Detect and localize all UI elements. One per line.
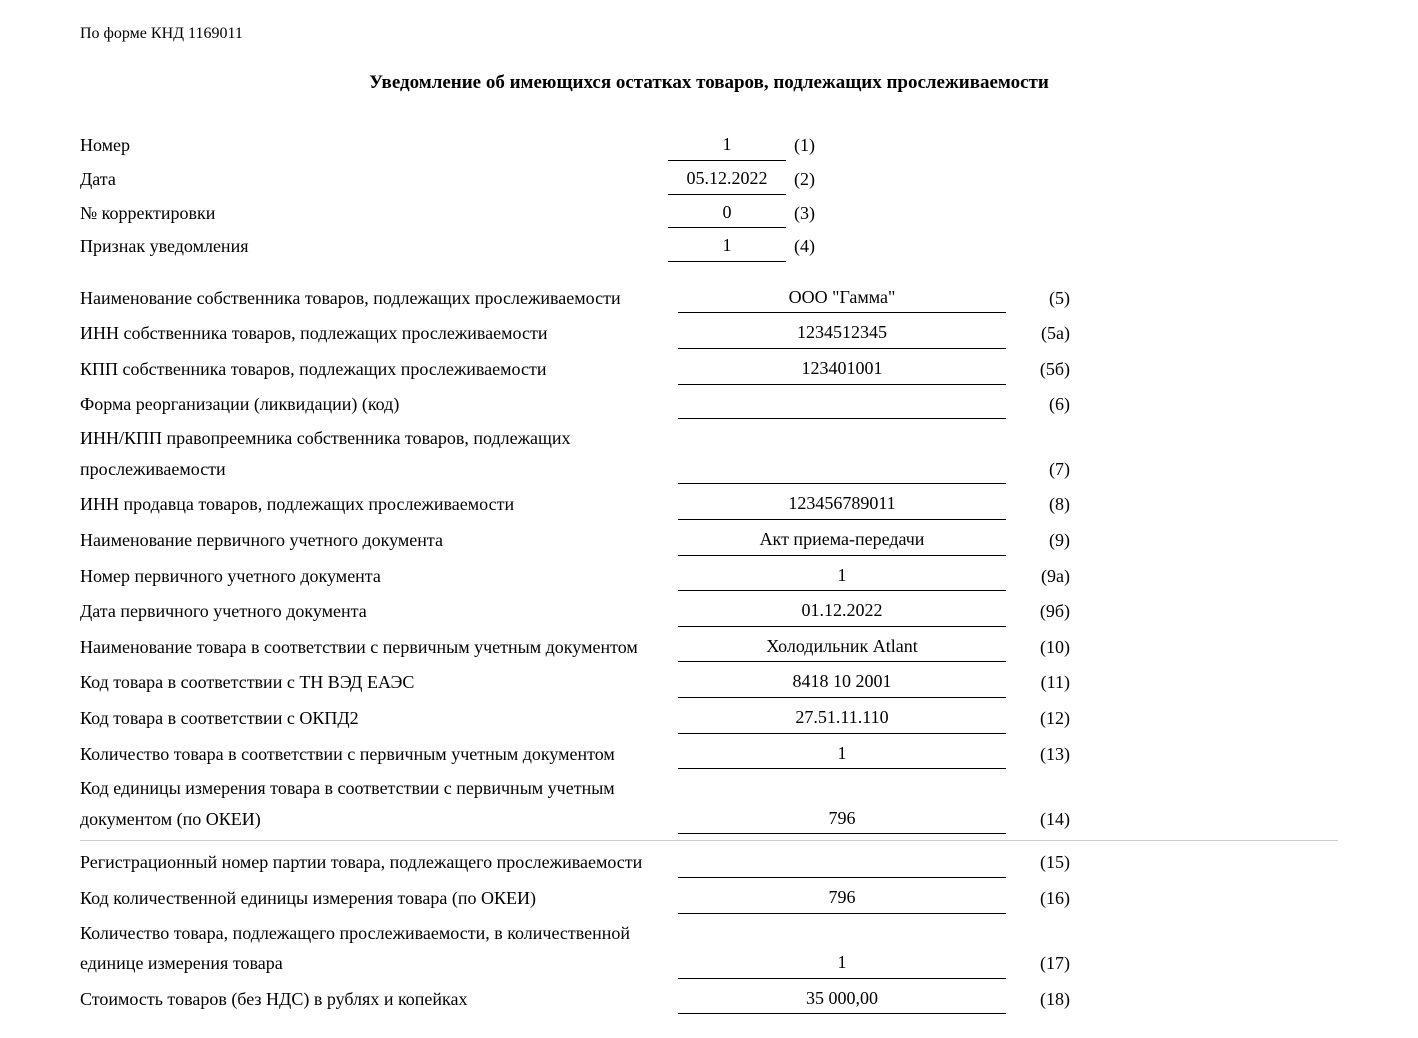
field-value (678, 396, 1006, 419)
field-line-number: (13) (1006, 739, 1070, 770)
header-row: Дата05.12.2022(2) (80, 163, 1338, 195)
field-value: 01.12.2022 (678, 595, 1006, 627)
field-row: Наименование собственника товаров, подле… (80, 282, 1338, 314)
field-line-number: (9б) (1006, 596, 1070, 627)
header-value: 1 (668, 129, 786, 161)
field-label: Форма реорганизации (ликвидации) (код) (80, 389, 678, 420)
field-row: Наименование товара в соответствии с пер… (80, 631, 1338, 663)
field-label: Стоимость товаров (без НДС) в рублях и к… (80, 984, 678, 1015)
field-value (678, 461, 1006, 484)
field-line-number: (9) (1006, 525, 1070, 556)
field-row: Количество товара в соответствии с перви… (80, 738, 1338, 770)
field-value: 35 000,00 (678, 983, 1006, 1015)
header-value: 05.12.2022 (668, 163, 786, 195)
header-section: Номер1(1)Дата05.12.2022(2)№ корректировк… (80, 129, 1338, 261)
field-value: 796 (678, 803, 1006, 835)
header-line-number: (2) (786, 164, 834, 195)
form-code: По форме КНД 1169011 (80, 20, 1338, 47)
field-label: Количество товара, подлежащего прослежив… (80, 918, 678, 979)
field-row: Код товара в соответствии с ОКПД227.51.1… (80, 702, 1338, 734)
field-label: Наименование первичного учетного докумен… (80, 525, 678, 556)
field-line-number: (15) (1006, 847, 1070, 878)
header-line-number: (1) (786, 130, 834, 161)
header-label: Признак уведомления (80, 231, 668, 262)
field-line-number: (12) (1006, 703, 1070, 734)
header-row: Признак уведомления1(4) (80, 230, 1338, 262)
field-line-number: (5а) (1006, 318, 1070, 349)
header-label: Номер (80, 130, 668, 161)
field-value: ООО "Гамма" (678, 282, 1006, 314)
field-label: ИНН продавца товаров, подлежащих прослеж… (80, 489, 678, 520)
field-value (678, 855, 1006, 878)
divider (80, 840, 1338, 841)
field-value: 1234512345 (678, 317, 1006, 349)
header-row: № корректировки0(3) (80, 197, 1338, 229)
field-label: Номер первичного учетного документа (80, 561, 678, 592)
header-value: 1 (668, 230, 786, 262)
field-value: 1 (678, 738, 1006, 770)
field-row: Регистрационный номер партии товара, под… (80, 847, 1338, 878)
field-line-number: (10) (1006, 632, 1070, 663)
field-label: Наименование собственника товаров, подле… (80, 283, 678, 314)
header-line-number: (3) (786, 198, 834, 229)
header-label: № корректировки (80, 198, 668, 229)
field-value: 27.51.11.110 (678, 702, 1006, 734)
field-row: Стоимость товаров (без НДС) в рублях и к… (80, 983, 1338, 1015)
field-row: Наименование первичного учетного докумен… (80, 524, 1338, 556)
field-row: Форма реорганизации (ликвидации) (код) (6… (80, 389, 1338, 420)
field-value: 123401001 (678, 353, 1006, 385)
field-label: Код товара в соответствии с ТН ВЭД ЕАЭС (80, 667, 678, 698)
field-line-number: (17) (1006, 948, 1070, 979)
field-line-number: (8) (1006, 489, 1070, 520)
field-row: Код количественной единицы измерения тов… (80, 882, 1338, 914)
header-value: 0 (668, 197, 786, 229)
body-section: Наименование собственника товаров, подле… (80, 282, 1338, 1014)
field-line-number: (6) (1006, 389, 1070, 420)
header-label: Дата (80, 164, 668, 195)
field-row: Код товара в соответствии с ТН ВЭД ЕАЭС8… (80, 666, 1338, 698)
field-line-number: (5б) (1006, 354, 1070, 385)
field-label: Код товара в соответствии с ОКПД2 (80, 703, 678, 734)
field-label: ИНН/КПП правопреемника собственника това… (80, 423, 678, 484)
header-line-number: (4) (786, 231, 834, 262)
field-row: Дата первичного учетного документа01.12.… (80, 595, 1338, 627)
field-line-number: (16) (1006, 883, 1070, 914)
header-row: Номер1(1) (80, 129, 1338, 161)
field-label: Код единицы измерения товара в соответст… (80, 773, 678, 834)
field-row: КПП собственника товаров, подлежащих про… (80, 353, 1338, 385)
field-row: ИНН собственника товаров, подлежащих про… (80, 317, 1338, 349)
field-value: 1 (678, 947, 1006, 979)
field-row: Количество товара, подлежащего прослежив… (80, 918, 1338, 979)
field-value: 123456789011 (678, 488, 1006, 520)
field-value: Акт приема-передачи (678, 524, 1006, 556)
field-line-number: (9а) (1006, 561, 1070, 592)
document-title: Уведомление об имеющихся остатках товаро… (80, 67, 1338, 99)
field-label: Регистрационный номер партии товара, под… (80, 847, 678, 878)
field-value: Холодильник Atlant (678, 631, 1006, 663)
field-line-number: (5) (1006, 283, 1070, 314)
field-row: ИНН/КПП правопреемника собственника това… (80, 423, 1338, 484)
field-row: Код единицы измерения товара в соответст… (80, 773, 1338, 834)
field-value: 796 (678, 882, 1006, 914)
field-label: Дата первичного учетного документа (80, 596, 678, 627)
field-line-number: (11) (1006, 667, 1070, 698)
field-label: КПП собственника товаров, подлежащих про… (80, 354, 678, 385)
field-label: Код количественной единицы измерения тов… (80, 883, 678, 914)
field-value: 8418 10 2001 (678, 666, 1006, 698)
field-row: Номер первичного учетного документа1(9а) (80, 560, 1338, 592)
field-line-number: (7) (1006, 454, 1070, 485)
field-row: ИНН продавца товаров, подлежащих прослеж… (80, 488, 1338, 520)
field-line-number: (18) (1006, 984, 1070, 1015)
field-value: 1 (678, 560, 1006, 592)
field-label: ИНН собственника товаров, подлежащих про… (80, 318, 678, 349)
field-label: Наименование товара в соответствии с пер… (80, 632, 678, 663)
field-label: Количество товара в соответствии с перви… (80, 739, 678, 770)
field-line-number: (14) (1006, 804, 1070, 835)
